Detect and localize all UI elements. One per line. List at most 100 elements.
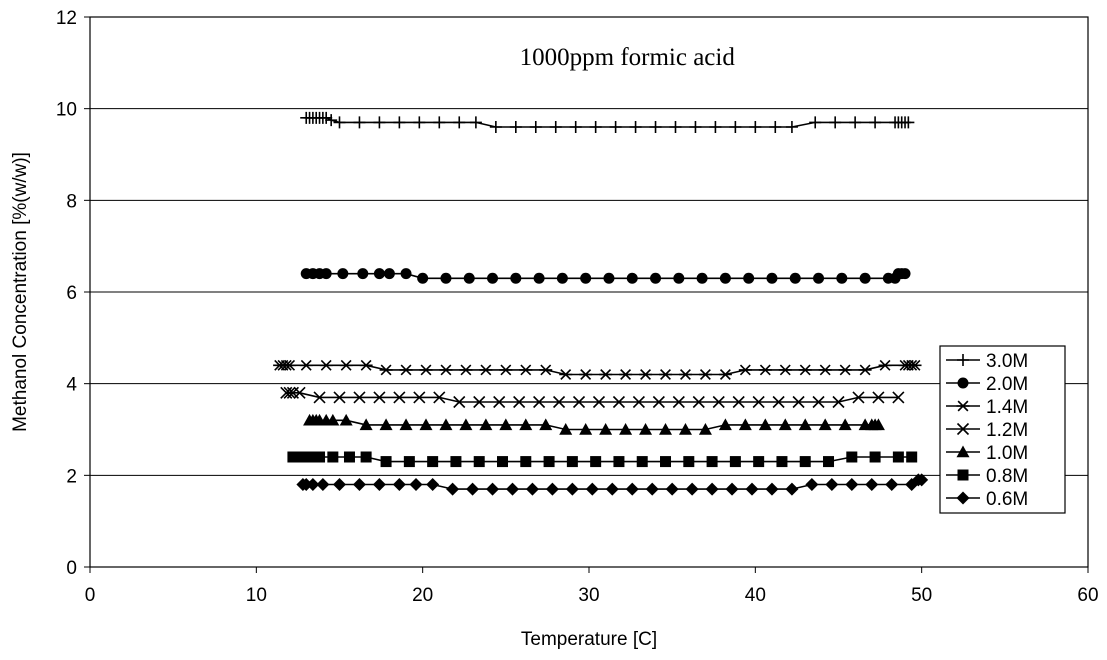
data-point-1-0m — [519, 418, 533, 431]
data-point-2-0m — [836, 272, 848, 284]
legend-marker — [956, 422, 970, 436]
y-axis-label: Methanol Concentration [%(w/w)] — [10, 152, 31, 432]
legend-item-0-8m: 0.8M — [946, 466, 1028, 487]
data-point-0-6m — [565, 482, 579, 496]
data-point-1-0m — [818, 418, 832, 431]
data-point-0-6m — [625, 482, 639, 496]
data-point-3-0m — [785, 121, 798, 133]
y-tick-label: 10 — [56, 100, 77, 121]
legend-label: 2.0M — [986, 374, 1028, 395]
legend-marker — [956, 400, 970, 412]
y-tick-label: 4 — [66, 375, 77, 396]
data-point-0-8m — [520, 456, 532, 468]
data-point-3-0m — [529, 121, 542, 133]
legend-marker — [957, 377, 969, 389]
series-0-8m — [287, 451, 918, 468]
series-group — [273, 111, 929, 496]
data-point-1-2m — [692, 395, 705, 409]
data-point-1-2m — [792, 395, 805, 409]
data-point-0-6m — [316, 478, 330, 491]
data-point-1-0m — [871, 418, 885, 431]
x-tick-label: 10 — [246, 585, 267, 606]
data-point-3-0m — [433, 116, 446, 129]
data-point-1-2m — [752, 395, 765, 409]
data-point-1-2m — [533, 395, 546, 409]
data-point-1-0m — [659, 423, 673, 435]
data-point-3-0m — [333, 116, 346, 129]
x-tick-label: 50 — [911, 585, 932, 606]
data-point-1-4m — [339, 359, 353, 371]
legend-marker — [957, 469, 969, 481]
data-point-1-4m — [439, 364, 453, 376]
data-point-2-0m — [603, 272, 615, 284]
series-1-4m — [273, 359, 922, 380]
data-point-3-0m — [413, 116, 426, 129]
data-point-0-8m — [450, 456, 462, 468]
data-point-0-8m — [892, 451, 904, 463]
data-point-0-6m — [446, 482, 460, 496]
data-point-1-0m — [778, 418, 792, 431]
data-point-1-4m — [539, 364, 553, 376]
data-point-1-2m — [592, 395, 606, 409]
data-point-0-6m — [605, 482, 619, 496]
data-point-0-8m — [297, 451, 309, 463]
data-point-3-0m — [649, 121, 662, 133]
legend-item-1-0m: 1.0M — [946, 443, 1028, 464]
data-point-0-8m — [706, 456, 718, 468]
data-point-1-2m — [672, 395, 685, 409]
data-point-0-8m — [314, 451, 326, 463]
data-point-3-0m — [353, 116, 366, 129]
data-point-0-8m — [566, 456, 578, 468]
data-point-0-6m — [505, 482, 519, 496]
data-point-1-2m — [513, 395, 526, 409]
data-point-1-0m — [499, 418, 513, 431]
data-point-1-2m — [293, 386, 306, 399]
series-3-0m — [300, 111, 915, 133]
data-point-1-0m — [678, 423, 692, 435]
data-point-3-0m — [829, 116, 842, 129]
data-point-0-6m — [545, 482, 559, 496]
data-point-2-0m — [533, 272, 545, 284]
data-point-1-2m — [712, 395, 725, 409]
axis-ticks: 0 2 4 6 8 10 12 0 10 20 30 40 50 60 — [56, 8, 1099, 606]
data-point-0-6m — [486, 482, 500, 496]
y-tick-label: 8 — [66, 191, 77, 212]
data-point-0-6m — [705, 482, 719, 496]
data-point-3-0m — [549, 121, 562, 133]
legend-item-1-2m: 1.2M — [946, 420, 1028, 441]
data-point-1-4m — [718, 369, 732, 380]
data-point-0-6m — [525, 482, 539, 496]
legend-item-1-4m: 1.4M — [946, 397, 1028, 418]
series-line-1-2m — [286, 392, 899, 403]
data-point-0-8m — [380, 456, 392, 468]
data-point-1-2m — [413, 391, 426, 404]
data-point-1-4m — [459, 364, 473, 376]
series-line-1-0m — [309, 419, 879, 431]
x-axis-label: Temperature [C] — [521, 629, 657, 650]
data-point-1-4m — [639, 369, 653, 380]
data-point-0-6m — [426, 478, 440, 491]
data-point-1-2m — [353, 391, 366, 404]
data-point-1-4m — [619, 369, 633, 380]
data-point-1-4m — [579, 369, 593, 380]
data-point-3-0m — [809, 116, 822, 129]
data-point-2-0m — [766, 272, 778, 284]
data-point-1-0m — [559, 423, 573, 435]
data-point-1-2m — [453, 395, 466, 409]
data-point-1-2m — [732, 395, 745, 409]
data-point-0-6m — [665, 482, 679, 496]
data-point-0-6m — [409, 478, 423, 491]
legend-item-2-0m: 2.0M — [946, 374, 1028, 395]
data-point-1-2m — [872, 391, 885, 404]
legend-item-3-0m: 3.0M — [946, 351, 1028, 372]
data-point-1-2m — [572, 395, 586, 409]
data-point-1-4m — [319, 359, 333, 371]
data-point-3-0m — [729, 121, 742, 133]
data-point-3-0m — [849, 116, 862, 129]
data-point-1-4m — [519, 364, 533, 376]
data-point-1-0m — [718, 418, 732, 431]
data-point-0-6m — [865, 478, 879, 491]
data-point-0-6m — [299, 478, 313, 491]
data-point-3-0m — [769, 121, 782, 133]
